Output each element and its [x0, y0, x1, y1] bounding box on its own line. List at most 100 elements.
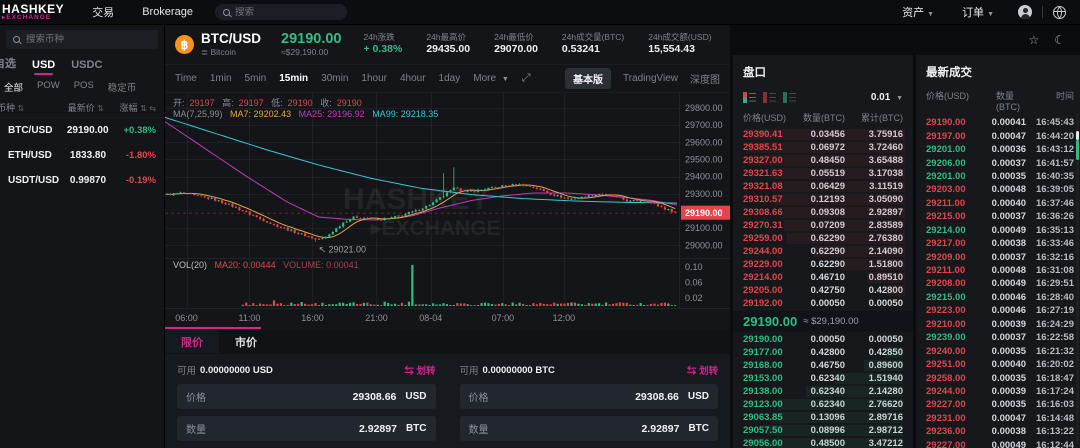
ask-row[interactable]: 29310.57 0.12193 3.05090 [743, 193, 905, 206]
bid-row[interactable]: 29056.00 0.48500 3.47212 [743, 437, 903, 448]
ask-row[interactable]: 29270.31 0.07209 2.83589 [743, 219, 905, 232]
bid-row[interactable]: 29063.85 0.13096 2.89716 [743, 411, 903, 424]
ask-row[interactable]: 29321.08 0.06429 3.11519 [743, 180, 905, 193]
tab-favorites[interactable]: 自选 [0, 58, 16, 70]
favorite-star-icon[interactable]: ☆ [1028, 33, 1040, 47]
transfer-link[interactable]: ⇆ 划转 [686, 366, 718, 377]
chevron-down-icon: ▼ [896, 94, 903, 102]
ask-row[interactable]: 29308.66 0.09308 2.92897 [743, 206, 905, 219]
ask-qty: 0.12193 [810, 194, 845, 205]
bid-row[interactable]: 29123.00 0.62340 2.76620 [743, 398, 903, 411]
right-top-strip: ☆ ☾ [733, 25, 1080, 55]
interval-1day[interactable]: 1day [438, 73, 461, 84]
bid-row[interactable]: 29177.00 0.42800 0.42850 [743, 346, 903, 359]
buy-price-input[interactable]: 价格 29308.66 USD [177, 384, 436, 409]
view-tradingview[interactable]: TradingView [622, 73, 678, 84]
nav-item-brokerage[interactable]: Brokerage [142, 6, 193, 18]
filter-pow[interactable]: POW [37, 80, 60, 91]
trade-qty: 0.00035 [991, 372, 1027, 384]
bid-row[interactable]: 29153.00 0.62340 1.51940 [743, 372, 903, 385]
tab-limit-order[interactable]: 限价 [165, 330, 219, 353]
sell-price-input[interactable]: 价格 29308.66 USD [459, 384, 718, 409]
trades-scrollbar[interactable] [1076, 113, 1079, 444]
tab-market-order[interactable]: 市价 [235, 336, 257, 349]
fullscreen-icon[interactable]: ⤢ [521, 72, 531, 84]
col-change[interactable]: 涨幅 ⇅ ⇆ [119, 103, 156, 113]
ask-row[interactable]: 29192.00 0.00050 0.00050 [743, 297, 903, 310]
view-depth[interactable]: 深度图 [690, 75, 720, 86]
ask-row[interactable]: 29321.63 0.05519 3.17038 [743, 167, 905, 180]
chart-canvas[interactable] [165, 93, 730, 330]
current-price-row[interactable]: 29190.00 ≈ $29,190.00 [733, 311, 913, 332]
sell-amount-input[interactable]: 数量 2.92897 BTC [459, 416, 718, 441]
language-globe-icon[interactable] [1053, 5, 1066, 19]
watchlist-row[interactable]: BTC/USD 29190.00 +0.38% [0, 118, 164, 143]
trade-price: 29217.00 [926, 238, 966, 250]
buy-amount-input[interactable]: 数量 2.92897 BTC [177, 416, 436, 441]
tab-usd[interactable]: USD [32, 59, 55, 75]
orderbook-view-asks-icon[interactable] [763, 91, 776, 103]
pair-label: USDT/USD [8, 175, 60, 186]
bid-row[interactable]: 29190.00 0.00050 0.00050 [743, 333, 903, 346]
interval-time[interactable]: Time [175, 73, 197, 84]
bid-row[interactable]: 29138.00 0.62340 2.14280 [743, 385, 903, 398]
view-basic[interactable]: 基本版 [564, 68, 611, 89]
interval-more[interactable]: More ▼ [473, 73, 509, 84]
col-pair[interactable]: 币种 ⇅ [0, 103, 25, 113]
ask-row[interactable]: 29214.00 0.46710 0.89510 [743, 271, 906, 284]
bid-row[interactable]: 29168.00 0.46750 0.89600 [743, 359, 903, 372]
theme-moon-icon[interactable]: ☾ [1054, 33, 1065, 47]
trade-price: 29258.00 [926, 372, 966, 384]
nav-search-input[interactable] [234, 6, 325, 18]
trade-time: 16:37:46 [1035, 197, 1074, 209]
ask-row[interactable]: 29385.51 0.06972 3.72460 [743, 141, 906, 154]
trade-price: 29197.00 [926, 130, 966, 142]
nav-item-orders[interactable]: 订单 ▼ [962, 7, 994, 19]
interval-5min[interactable]: 5min [244, 73, 267, 84]
coin-search[interactable] [6, 30, 158, 49]
hashkey-logo[interactable]: HASHKEY ▸EXCHANGE [2, 3, 64, 22]
interval-4hour[interactable]: 4hour [399, 73, 426, 84]
ask-price: 29205.00 [743, 285, 783, 296]
watchlist-row[interactable]: ETH/USD 1833.80 -1.80% [0, 143, 164, 168]
interval-15min[interactable]: 15min [279, 73, 309, 84]
bid-row[interactable]: 29057.50 0.08996 2.98712 [743, 424, 903, 437]
ask-row[interactable]: 29229.00 0.62290 1.51800 [743, 258, 905, 271]
ask-row[interactable]: 29205.00 0.42750 0.42800 [743, 284, 906, 297]
user-avatar[interactable] [1018, 5, 1032, 19]
orderbook-view-bids-icon[interactable] [783, 91, 796, 103]
interval-1min[interactable]: 1min [209, 73, 232, 84]
transfer-link[interactable]: ⇆ 划转 [404, 366, 436, 377]
tab-usdc[interactable]: USDC [71, 59, 103, 71]
filter-stablecoin[interactable]: 稳定币 [107, 83, 137, 94]
change-badge: -0.19% [125, 175, 156, 186]
coin-search-input[interactable] [26, 34, 136, 45]
candlestick-chart[interactable]: 开: 29197 高: 29197 低: 29190 收: 29190 MA(7,25,… [165, 93, 730, 330]
trade-qty: 0.00035 [991, 345, 1027, 357]
orderbook-view-both-icon[interactable] [743, 91, 756, 103]
ask-total: 0.89510 [868, 272, 903, 283]
trade-price: 29210.00 [926, 318, 966, 330]
chart-h-scrollbar[interactable] [165, 327, 261, 329]
col-price[interactable]: 最新价 ⇅ [67, 103, 104, 113]
ask-row[interactable]: 29327.00 0.48450 3.65488 [743, 154, 906, 167]
scrollbar-thumb[interactable] [1076, 131, 1079, 140]
market-header: ฿ BTC/USD ≣ Bitcoin 29190.00 ≈$29,190.00… [165, 25, 730, 65]
ask-row[interactable]: 29390.41 0.03456 3.75916 [743, 128, 905, 141]
chevron-down-icon: ▼ [501, 76, 509, 83]
scrollbar-thumb-accent [1076, 140, 1079, 160]
interval-1hour[interactable]: 1hour [361, 73, 387, 84]
ask-row[interactable]: 29244.00 0.62290 2.14090 [743, 245, 905, 258]
available-label: 可用 [177, 366, 197, 377]
watchlist-row[interactable]: USDT/USD 0.99870 -0.19% [0, 168, 164, 193]
nav-item-assets[interactable]: 资产 ▼ [902, 7, 935, 19]
precision-dropdown[interactable]: 0.01 ▼ [870, 91, 903, 103]
filter-pos[interactable]: POS [73, 80, 94, 91]
bid-qty: 0.00050 [810, 334, 845, 345]
nav-item-trade[interactable]: 交易 [92, 7, 115, 19]
nav-search[interactable] [214, 4, 347, 20]
filter-all[interactable]: 全部 [4, 83, 24, 94]
ask-row[interactable]: 29259.00 0.62290 2.76380 [743, 232, 906, 245]
ask-qty: 0.62290 [810, 259, 845, 270]
interval-30min[interactable]: 30min [321, 73, 349, 84]
